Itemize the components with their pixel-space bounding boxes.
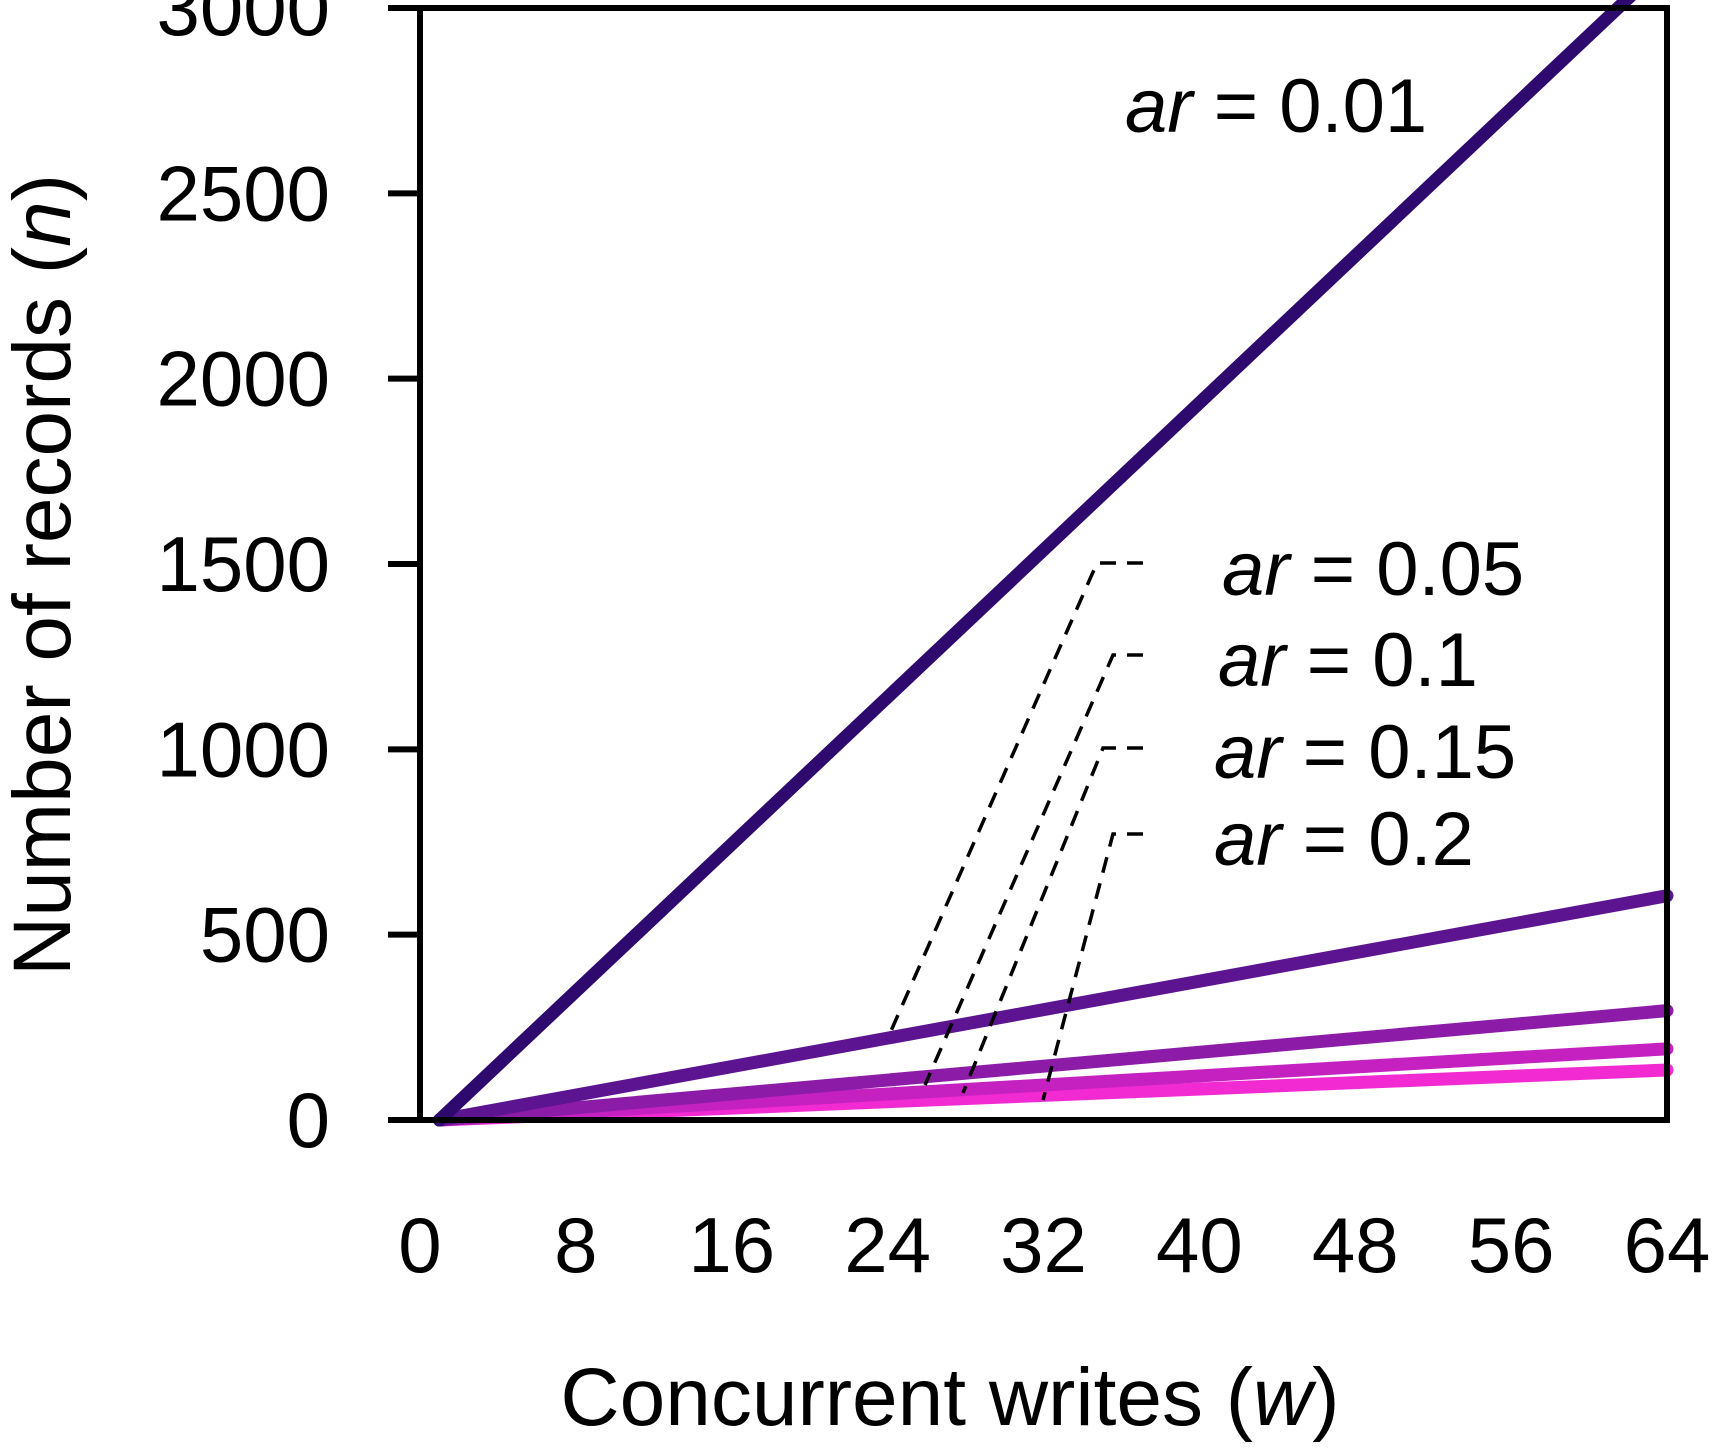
leader-lines	[885, 561, 1143, 1101]
x-tick-label-16: 16	[688, 1201, 775, 1289]
x-tick-label-48: 48	[1312, 1201, 1399, 1289]
series-line-0	[432, 0, 1636, 1127]
x-tick-label-0: 0	[398, 1201, 441, 1289]
y-tick-label-0: 0	[287, 1076, 330, 1164]
y-tick-label-1000: 1000	[156, 705, 330, 793]
series-line-2	[432, 1004, 1674, 1127]
leader-line-3	[961, 746, 1143, 1094]
x-tick-label-32: 32	[1000, 1201, 1087, 1289]
series-line-1	[432, 889, 1674, 1127]
series-label-0: ar = 0.01	[1125, 64, 1427, 149]
y-axis-ticks: 0 500 1000 1500 2000 2500 3000	[156, 0, 420, 1164]
series-label-3: ar = 0.15	[1214, 710, 1516, 795]
series-label-4: ar = 0.2	[1214, 797, 1474, 882]
leader-line-4	[1041, 832, 1143, 1101]
x-tick-label-24: 24	[844, 1201, 931, 1289]
x-axis-ticks: 0 8 16 24 32 40 48 56 64	[398, 1201, 1710, 1289]
y-tick-label-2500: 2500	[156, 149, 330, 237]
x-tick-label-8: 8	[554, 1201, 597, 1289]
series-label-1: ar = 0.05	[1222, 527, 1524, 612]
series-label-2: ar = 0.1	[1218, 618, 1478, 703]
leader-line-2	[923, 653, 1143, 1086]
y-tick-label-500: 500	[200, 891, 330, 979]
y-tick-label-1500: 1500	[156, 520, 330, 608]
x-tick-label-40: 40	[1156, 1201, 1243, 1289]
y-tick-label-2000: 2000	[156, 335, 330, 423]
x-axis-title: Concurrent writes (w)	[560, 1352, 1339, 1443]
y-tick-label-3000: 3000	[156, 0, 330, 52]
x-tick-label-56: 56	[1468, 1201, 1555, 1289]
series-layer	[432, 0, 1674, 1127]
y-axis-title: Number of records (n)	[0, 174, 88, 976]
x-tick-label-64: 64	[1624, 1201, 1711, 1289]
leader-line-1	[885, 561, 1143, 1041]
